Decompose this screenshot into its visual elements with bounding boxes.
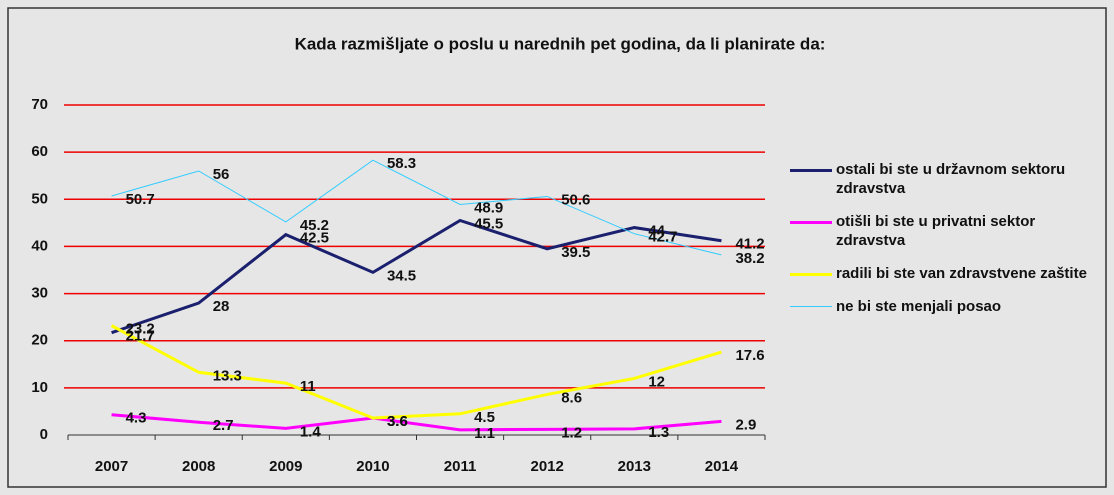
- legend-swatch: [790, 306, 832, 307]
- data-label: 56: [213, 166, 230, 183]
- y-tick-label: 30: [31, 285, 48, 302]
- data-label: 45.2: [300, 217, 329, 234]
- data-label: 4.3: [126, 410, 147, 427]
- data-label: 1.3: [648, 424, 669, 441]
- data-label: 58.3: [387, 155, 416, 172]
- data-label: 13.3: [213, 367, 242, 384]
- series-line: [111, 413, 722, 432]
- legend-item: otišli bi ste u privatni sektor zdravstv…: [790, 212, 1101, 250]
- legend-label: radili bi ste van zdravstvene zaštite: [836, 265, 1087, 282]
- y-tick-label: 0: [40, 426, 48, 443]
- frame-border: [7, 7, 1107, 488]
- data-label: 38.2: [735, 250, 764, 267]
- data-label: 34.5: [387, 267, 416, 284]
- x-tick-label: 2007: [95, 458, 128, 475]
- data-label: 42.5: [300, 230, 329, 247]
- y-tick-label: 50: [31, 190, 48, 207]
- data-label: 41.2: [735, 236, 764, 253]
- legend: ostali bi ste u državnom sektoru zdravst…: [790, 160, 1114, 330]
- data-label: 12: [648, 373, 665, 390]
- data-label: 1.4: [300, 423, 322, 440]
- data-label: 23.2: [126, 321, 155, 338]
- legend-label: otišli bi ste u privatni sektor zdravstv…: [836, 213, 1036, 249]
- data-label: 45.5: [474, 215, 503, 232]
- series-line: [110, 324, 722, 420]
- y-tick-label: 70: [31, 96, 48, 113]
- series-line: [111, 159, 722, 256]
- data-label: 48.9: [474, 199, 503, 216]
- legend-item: radili bi ste van zdravstvene zaštite: [790, 264, 1101, 283]
- x-tick-label: 2011: [444, 458, 477, 475]
- data-label: 50.6: [561, 191, 590, 208]
- data-label: 3.6: [387, 413, 408, 430]
- x-tick-label: 2008: [182, 458, 215, 475]
- x-tick-label: 2013: [618, 458, 651, 475]
- legend-label: ne bi ste menjali posao: [836, 298, 1002, 315]
- data-label: 42.7: [648, 229, 677, 246]
- data-label: 1.2: [561, 424, 582, 441]
- legend-swatch: [790, 169, 832, 172]
- y-tick-label: 10: [31, 379, 48, 396]
- legend-label: ostali bi ste u državnom sektoru zdravst…: [836, 161, 1066, 197]
- data-label: 3.6: [387, 413, 408, 430]
- series-line: [111, 218, 722, 335]
- data-label: 2.9: [735, 416, 756, 433]
- x-tick-label: 2010: [356, 458, 389, 475]
- x-tick-label: 2012: [531, 458, 564, 475]
- legend-item: ostali bi ste u državnom sektoru zdravst…: [790, 160, 1101, 198]
- legend-swatch: [790, 273, 832, 276]
- legend-item: ne bi ste menjali posao: [790, 297, 1101, 316]
- x-tick-label: 2014: [705, 458, 739, 475]
- data-label: 39.5: [561, 244, 590, 261]
- y-tick-label: 60: [31, 143, 48, 160]
- chart-title: Kada razmišljate o poslu u narednih pet …: [295, 34, 826, 53]
- data-label: 8.6: [561, 389, 582, 406]
- data-label: 50.7: [126, 191, 155, 208]
- data-label: 4.5: [474, 409, 495, 426]
- data-label: 2.7: [213, 417, 234, 434]
- y-tick-label: 40: [31, 237, 48, 254]
- data-label: 1.1: [474, 425, 495, 442]
- data-label: 17.6: [735, 347, 764, 364]
- y-tick-label: 20: [31, 332, 48, 349]
- data-label: 44: [648, 223, 665, 240]
- data-label: 21.7: [126, 328, 155, 345]
- x-tick-label: 2009: [269, 458, 302, 475]
- data-label: 28: [213, 298, 230, 315]
- legend-swatch: [790, 221, 832, 224]
- data-label: 11: [300, 378, 316, 395]
